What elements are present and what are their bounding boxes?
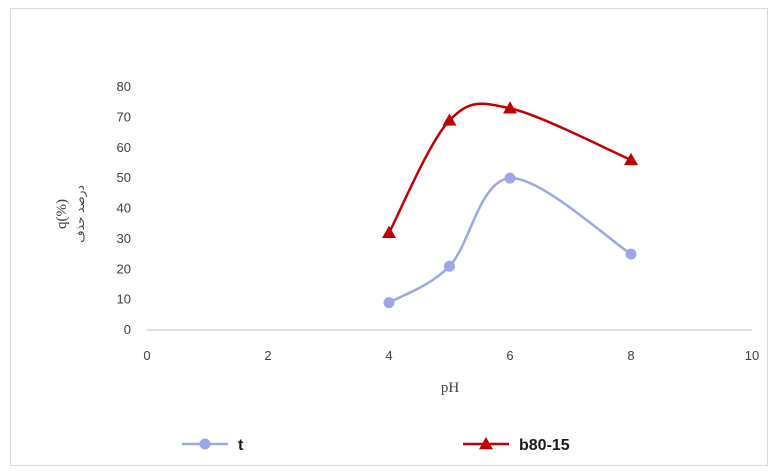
series-line-t bbox=[388, 176, 632, 304]
y-tick-label: 30 bbox=[117, 231, 131, 246]
y-axis-subtitle: درصد حذف bbox=[73, 185, 88, 243]
data-point-b80-15 bbox=[624, 152, 638, 166]
y-axis-tick-labels: 0 10 20 30 40 50 60 70 80 bbox=[117, 79, 131, 337]
legend-label-b80-15: b80-15 bbox=[519, 437, 570, 454]
x-tick-label: 2 bbox=[264, 348, 271, 363]
data-point-b80-15 bbox=[503, 101, 517, 114]
legend-item-b80-15: b80-15 bbox=[463, 437, 570, 454]
legend-marker-t bbox=[199, 438, 211, 450]
y-tick-label: 20 bbox=[117, 261, 131, 276]
series-group bbox=[382, 101, 638, 309]
data-point-t bbox=[444, 260, 455, 272]
legend-label-t: t bbox=[238, 437, 244, 454]
y-tick-label: 10 bbox=[117, 292, 131, 307]
data-point-b80-15 bbox=[442, 113, 457, 126]
y-tick-label: 40 bbox=[117, 201, 131, 216]
data-point-t bbox=[383, 297, 395, 309]
y-tick-label: 70 bbox=[117, 109, 131, 124]
legend: t b80-15 bbox=[182, 437, 570, 454]
x-tick-label: 6 bbox=[506, 348, 513, 363]
x-axis-title: pH bbox=[441, 380, 460, 396]
data-point-b80-15 bbox=[382, 225, 396, 239]
y-tick-label: 0 bbox=[124, 322, 131, 337]
data-point-t bbox=[504, 172, 516, 184]
y-axis-title: q(%) bbox=[54, 199, 70, 229]
x-tick-label: 10 bbox=[745, 348, 759, 363]
x-tick-label: 4 bbox=[385, 348, 392, 363]
x-tick-label: 0 bbox=[143, 348, 150, 363]
y-tick-label: 80 bbox=[117, 79, 131, 94]
y-tick-label: 60 bbox=[117, 140, 131, 155]
legend-marker-b80-15 bbox=[479, 437, 493, 450]
x-tick-label: 8 bbox=[627, 348, 634, 363]
series-line-b80-15 bbox=[387, 102, 632, 234]
data-point-t bbox=[625, 248, 637, 260]
x-axis-tick-labels: 0 2 4 6 8 10 bbox=[143, 348, 759, 363]
y-tick-label: 50 bbox=[117, 170, 131, 185]
legend-item-t: t bbox=[182, 437, 244, 454]
